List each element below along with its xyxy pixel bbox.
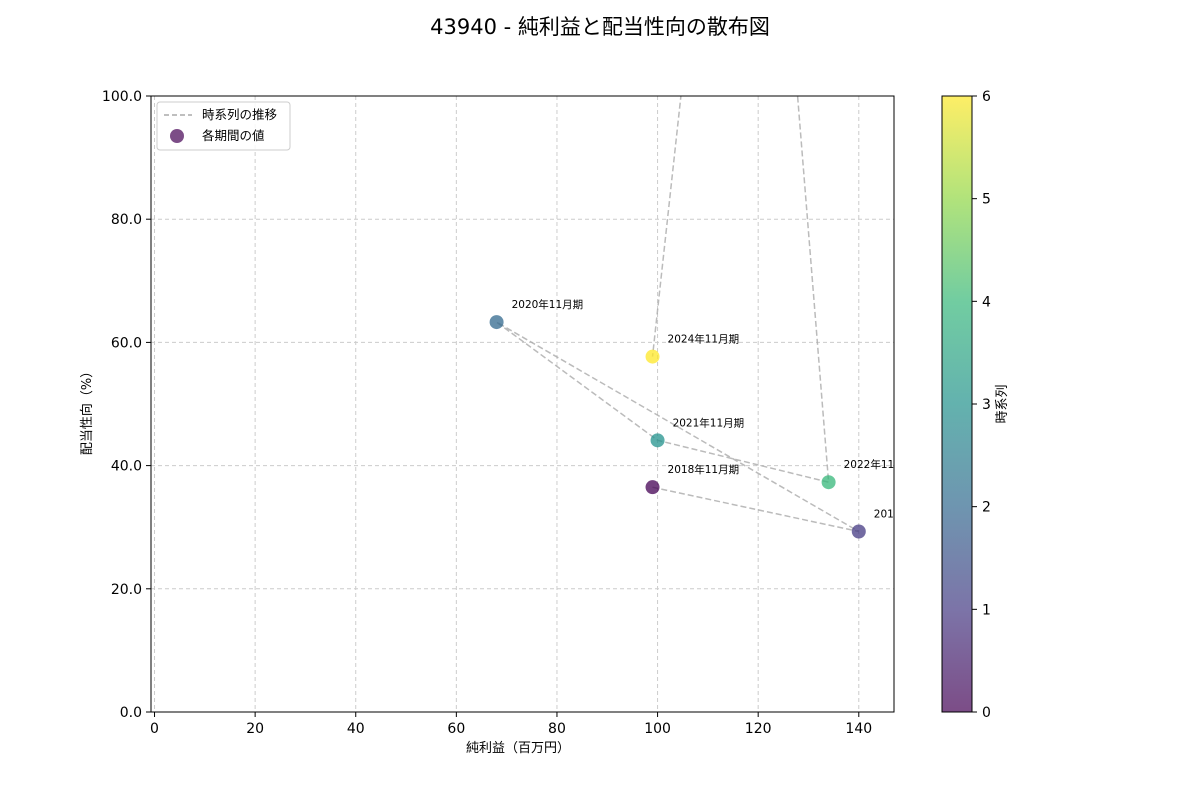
legend-marker-swatch: [170, 129, 184, 143]
colorbar-tick-label: 3: [982, 397, 991, 413]
point-annotation: 2018年11月期: [668, 463, 740, 476]
colorbar-gradient: [941, 95, 973, 713]
point-annotation: 2024年11月期: [668, 333, 740, 346]
legend-line-label: 時系列の推移: [202, 107, 277, 122]
colorbar-ticks: 0 1 2 3 4 5 6: [972, 89, 991, 721]
legend: 時系列の推移 各期間の値: [156, 101, 291, 151]
point-annotation: 2021年11月期: [673, 416, 745, 429]
point-annotation: 2022年11月期: [844, 458, 916, 471]
data-point: [489, 315, 504, 330]
y-tick-label: 20.0: [111, 582, 142, 598]
colorbar-tick-label: 5: [982, 192, 991, 208]
data-point: [645, 480, 660, 495]
data-point: [851, 524, 866, 539]
y-tick-label: 100.0: [102, 89, 142, 105]
point-annotation: 2020年11月期: [512, 298, 584, 311]
x-axis-label: 純利益（百万円）: [466, 741, 570, 756]
plot-frame: [150, 95, 895, 713]
timeline-path: [496, 96, 860, 533]
data-point: [821, 475, 836, 490]
x-tick-label: 0: [150, 721, 159, 737]
x-tick-label: 20: [246, 721, 264, 737]
y-tick-label: 60.0: [111, 335, 142, 351]
point-annotation: 2019年11月期: [874, 508, 946, 521]
data-point: [650, 433, 665, 448]
colorbar-tick-label: 1: [982, 602, 991, 618]
data-point: [645, 349, 660, 364]
x-tick-label: 60: [447, 721, 465, 737]
axis-ticks: 0 20 40 60 80 100 120 140 0.0 20.0 40.0 60.0 80.0 100…: [102, 89, 872, 737]
chart-title: 43940 - 純利益と配当性向の散布図: [430, 15, 770, 39]
colorbar-label: 時系列: [995, 384, 1010, 423]
y-tick-label: 40.0: [111, 459, 142, 475]
x-tick-label: 100: [644, 721, 671, 737]
colorbar: 0 1 2 3 4 5 6 時系列: [941, 89, 1010, 721]
x-tick-label: 120: [745, 721, 772, 737]
series-layer: 2018年11月期 2019年11月期 2020年11月期 2021年11月期 2022…: [489, 96, 946, 539]
legend-box: [156, 101, 291, 151]
colorbar-tick-label: 0: [982, 705, 991, 721]
y-tick-label: 0.0: [120, 705, 142, 721]
x-tick-label: 80: [548, 721, 566, 737]
colorbar-tick-label: 2: [982, 500, 991, 516]
x-tick-label: 40: [347, 721, 365, 737]
colorbar-tick-label: 4: [982, 294, 991, 310]
grid-lines: [151, 95, 894, 713]
colorbar-tick-label: 6: [982, 89, 991, 105]
y-axis-label: 配当性向（%）: [79, 365, 95, 455]
y-tick-label: 80.0: [111, 212, 142, 228]
legend-marker-label: 各期間の値: [202, 128, 265, 143]
x-tick-label: 140: [845, 721, 872, 737]
